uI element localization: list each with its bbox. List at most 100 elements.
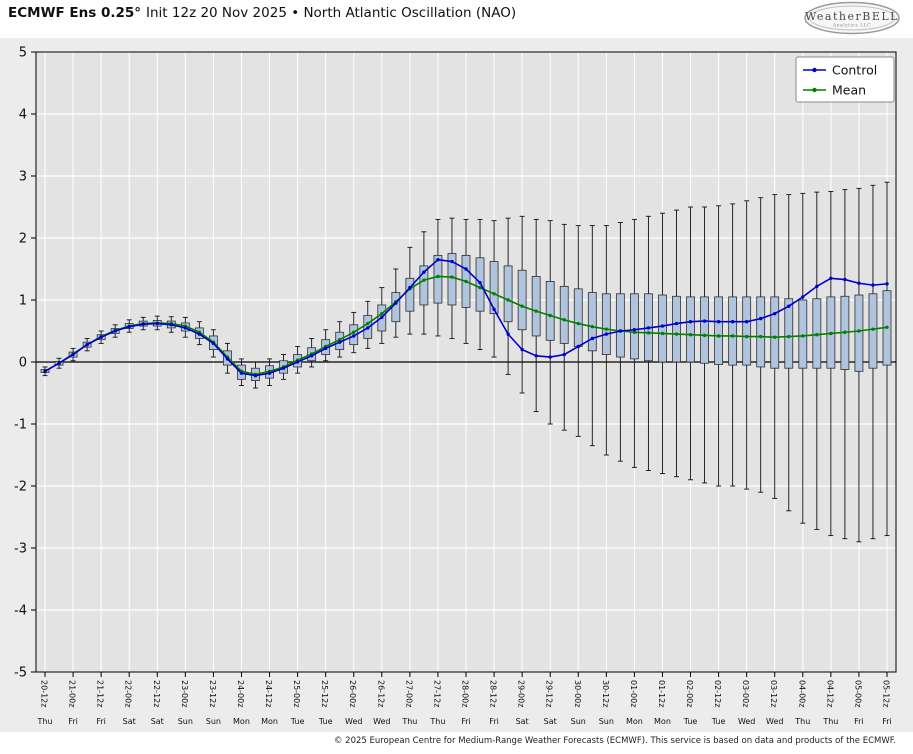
control-marker: [885, 282, 889, 286]
mean-marker: [380, 311, 384, 316]
x-day-label: Mon: [261, 717, 278, 726]
control-marker: [267, 371, 272, 375]
control-marker: [141, 322, 145, 326]
mean-marker: [534, 309, 538, 313]
x-tick-label: 26-12z: [376, 680, 385, 707]
x-tick-label: 23-12z: [208, 680, 217, 707]
control-marker: [253, 373, 258, 378]
control-marker: [716, 320, 721, 324]
control-marker: [604, 332, 609, 336]
control-marker: [225, 357, 230, 361]
mean-marker: [730, 334, 735, 338]
ensemble-box: [391, 292, 401, 323]
control-marker: [436, 258, 440, 262]
ensemble-box: [531, 276, 541, 337]
ensemble-box: [742, 296, 752, 366]
x-tick-label: 22-00z: [124, 680, 133, 707]
x-day-label: Mon: [654, 717, 671, 726]
control-marker: [548, 355, 552, 359]
y-tick-label: 0: [19, 356, 27, 371]
control-marker: [99, 335, 103, 339]
ensemble-box: [517, 269, 527, 331]
control-marker: [338, 340, 342, 344]
x-day-label: Wed: [345, 717, 362, 726]
control-marker: [155, 321, 159, 326]
ensemble-box: [475, 257, 485, 312]
ensemble-box: [700, 296, 709, 364]
ensemble-box: [868, 293, 878, 369]
x-tick-label: 21-12z: [96, 680, 105, 707]
x-day-label: Mon: [626, 717, 643, 726]
control-marker: [632, 328, 637, 332]
x-day-label: Tue: [683, 717, 698, 726]
control-marker: [183, 326, 188, 330]
control-marker: [197, 332, 202, 336]
control-marker: [730, 320, 735, 324]
ensemble-box: [405, 277, 415, 312]
ensemble-box: [784, 298, 794, 369]
control-marker: [534, 354, 538, 358]
page-title: ECMWF Ens 0.25° Init 12z 20 Nov 2025 • No…: [8, 5, 516, 21]
ensemble-box: [672, 295, 681, 363]
x-tick-label: 02-00z: [685, 680, 694, 707]
control-marker: [829, 276, 833, 280]
x-day-label: Sat: [516, 717, 529, 726]
x-day-label: Wed: [738, 717, 755, 726]
x-day-label: Wed: [373, 717, 390, 726]
ensemble-box: [658, 294, 667, 363]
control-marker: [127, 324, 131, 329]
ensemble-box: [714, 296, 723, 365]
ensemble-box: [601, 293, 611, 355]
ensemble-box: [545, 280, 555, 341]
control-marker: [660, 324, 665, 328]
mean-marker: [829, 331, 833, 336]
title-init: Init 12z 20 Nov 2025 • North Atlantic Os…: [146, 5, 516, 21]
ensemble-box: [419, 265, 429, 306]
x-tick-label: 24-12z: [264, 680, 273, 707]
x-tick-label: 26-00z: [348, 680, 357, 707]
x-tick-label: 21-00z: [68, 680, 77, 707]
mean-marker: [562, 318, 566, 322]
x-tick-label: 01-00z: [629, 680, 638, 707]
mean-marker: [815, 333, 819, 337]
control-marker: [408, 285, 412, 290]
x-tick-label: 25-00z: [292, 680, 301, 707]
x-day-label: Thu: [36, 717, 52, 726]
x-day-label: Sun: [571, 717, 586, 726]
logo-inner-ellipse: [809, 5, 895, 31]
control-marker: [71, 352, 75, 357]
mean-marker: [885, 325, 889, 329]
control-marker: [169, 323, 173, 327]
mean-marker: [787, 334, 791, 339]
x-day-label: Sat: [544, 717, 557, 726]
ensemble-box: [559, 285, 569, 344]
x-day-label: Tue: [318, 717, 333, 726]
ensemble-box: [854, 294, 864, 372]
title-model: ECMWF Ens 0.25°: [8, 5, 141, 21]
mean-marker: [843, 330, 847, 334]
x-tick-label: 02-12z: [713, 680, 722, 707]
mean-marker: [871, 327, 875, 331]
x-day-label: Thu: [429, 717, 445, 726]
ensemble-box: [728, 296, 738, 366]
control-marker: [857, 281, 861, 285]
mean-marker: [548, 313, 552, 318]
y-tick-label: -5: [14, 666, 27, 681]
control-marker: [57, 361, 61, 365]
x-day-label: Sun: [178, 717, 193, 726]
control-marker: [576, 344, 580, 349]
mean-marker: [674, 332, 679, 336]
mean-marker: [352, 330, 356, 334]
x-tick-label: 28-00z: [461, 680, 470, 707]
x-tick-label: 29-00z: [517, 680, 526, 707]
control-marker: [211, 341, 216, 346]
ensemble-box: [756, 296, 766, 368]
ensemble-box: [489, 261, 499, 315]
control-marker: [674, 321, 679, 326]
control-marker: [309, 354, 314, 358]
control-marker: [688, 320, 693, 324]
ensemble-box: [686, 296, 695, 363]
control-marker: [702, 319, 707, 323]
x-day-label: Thu: [401, 717, 417, 726]
control-marker: [646, 326, 651, 330]
